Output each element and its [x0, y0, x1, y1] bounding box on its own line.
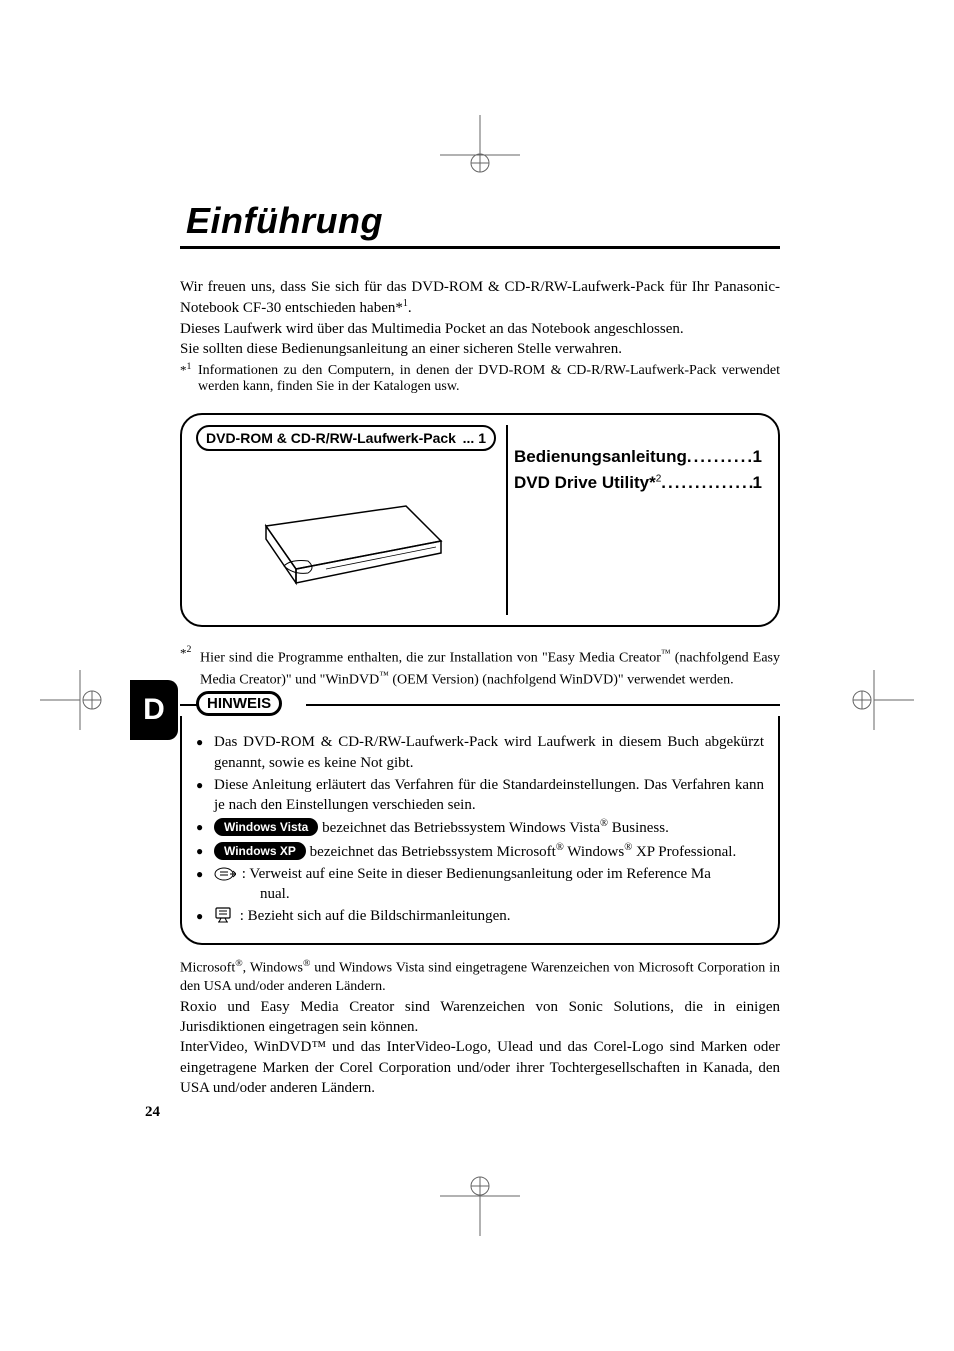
contents-utility-dots: .......................	[661, 473, 752, 493]
hinweis-4-r1: ®	[556, 842, 564, 853]
intro-line1-end: .	[408, 300, 412, 316]
intro-line1: Wir freuen uns, dass Sie sich für das DV…	[180, 279, 780, 316]
footnote-1: *1 Informationen zu den Computern, in de…	[180, 361, 780, 395]
contents-manual-label: Bedienungsanleitung	[514, 447, 687, 467]
footnote2-c: (OEM Version) (nachfolgend WinDVD)" verw…	[389, 672, 734, 687]
intro-line2: Dieses Laufwerk wird über das Multimedia…	[180, 321, 684, 337]
title-rule	[180, 246, 780, 249]
footnote2-sup: 2	[187, 644, 192, 655]
page-title-block: Einführung	[180, 200, 780, 249]
footnote2-tm2: ™	[379, 670, 389, 681]
hinweis-item-2: Diese Anleitung erläutert das Verfahren …	[196, 775, 764, 816]
hinweis-5-b: nual.	[214, 884, 764, 904]
hinweis-5-a: : Verweist auf eine Seite in dieser Bedi…	[238, 866, 711, 882]
trademark-p3: InterVideo, WinDVD™ und das InterVideo-L…	[180, 1037, 780, 1098]
vista-badge: Windows Vista	[214, 818, 318, 836]
crop-mark-left	[40, 640, 120, 760]
intro-paragraph: Wir freuen uns, dass Sie sich für das DV…	[180, 277, 780, 359]
crop-mark-bottom	[400, 1156, 560, 1236]
contents-left-title-text: DVD-ROM & CD-R/RW-Laufwerk-Pack	[206, 430, 456, 446]
hinweis-item-5: : Verweist auf eine Seite in dieser Bedi…	[196, 864, 764, 905]
screen-ref-icon	[214, 907, 234, 923]
footnote-2: *2 Hier sind die Programme enthalten, di…	[180, 643, 780, 691]
tm-p1-b: , Windows	[243, 960, 303, 975]
contents-right: Bedienungsanleitung .................. 1…	[514, 447, 762, 499]
crop-mark-right	[834, 640, 914, 760]
contents-left: DVD-ROM & CD-R/RW-Laufwerk-Pack ... 1	[196, 425, 496, 591]
hinweis-3-end: Business.	[608, 820, 669, 836]
side-tab: D	[130, 680, 178, 740]
package-contents-box: DVD-ROM & CD-R/RW-Laufwerk-Pack ... 1 Be…	[180, 413, 780, 627]
contents-manual-dots: ..................	[687, 447, 753, 467]
drive-illustration	[236, 471, 456, 591]
tm-p1-r1: ®	[235, 958, 242, 969]
footnote1-text: Informationen zu den Computern, in denen…	[198, 363, 780, 395]
contents-utility-label: DVD Drive Utility*	[514, 473, 656, 492]
hinweis-item-4: Windows XP bezeichnet das Betriebssystem…	[196, 841, 764, 862]
tm-p1-a: Microsoft	[180, 960, 235, 975]
page-number: 24	[145, 1104, 160, 1121]
contents-row-utility: DVD Drive Utility*2 ....................…	[514, 473, 762, 493]
hinweis-label: HINWEIS	[196, 691, 282, 716]
hinweis-item-6: : Bezieht sich auf die Bildschirmanleitu…	[196, 906, 764, 926]
xp-badge: Windows XP	[214, 842, 306, 860]
footnote2-tm1: ™	[661, 648, 671, 659]
contents-row-manual: Bedienungsanleitung .................. 1	[514, 447, 762, 467]
crop-mark-top	[400, 115, 560, 195]
trademark-p1: Microsoft®, Windows® und Windows Vista s…	[180, 957, 780, 997]
hinweis-3-reg: ®	[600, 818, 608, 829]
footnote2-a: Hier sind die Programme enthalten, die z…	[200, 651, 661, 666]
contents-left-dots: ...	[463, 430, 475, 446]
page-title: Einführung	[180, 200, 780, 242]
contents-left-title: DVD-ROM & CD-R/RW-Laufwerk-Pack ... 1	[196, 425, 496, 451]
trademark-p2: Roxio und Easy Media Creator sind Warenz…	[180, 997, 780, 1038]
hinweis-item-3: Windows Vista bezeichnet das Betriebssys…	[196, 817, 764, 838]
intro-line3: Sie sollten diese Bedienungsanleitung an…	[180, 341, 622, 357]
hinweis-item-1: Das DVD-ROM & CD-R/RW-Laufwerk-Pack wird…	[196, 732, 764, 773]
hinweis-3-text: bezeichnet das Betriebssystem Windows Vi…	[318, 820, 600, 836]
contents-divider	[506, 425, 508, 615]
hinweis-4-a: bezeichnet das Betriebssystem Microsoft	[306, 844, 556, 860]
page-ref-icon	[214, 867, 236, 881]
contents-utility-qty: 1	[753, 473, 762, 493]
hinweis-4-r2: ®	[624, 842, 632, 853]
hinweis-4-c: XP Professional.	[632, 844, 736, 860]
hinweis-4-b: Windows	[564, 844, 624, 860]
contents-left-qty: 1	[478, 430, 486, 446]
contents-manual-qty: 1	[753, 447, 762, 467]
footnote1-sup: 1	[187, 361, 192, 372]
trademarks: Microsoft®, Windows® und Windows Vista s…	[180, 957, 780, 1099]
hinweis-section: HINWEIS Das DVD-ROM & CD-R/RW-Laufwerk-P…	[180, 704, 780, 944]
hinweis-6: : Bezieht sich auf die Bildschirmanleitu…	[236, 908, 511, 924]
